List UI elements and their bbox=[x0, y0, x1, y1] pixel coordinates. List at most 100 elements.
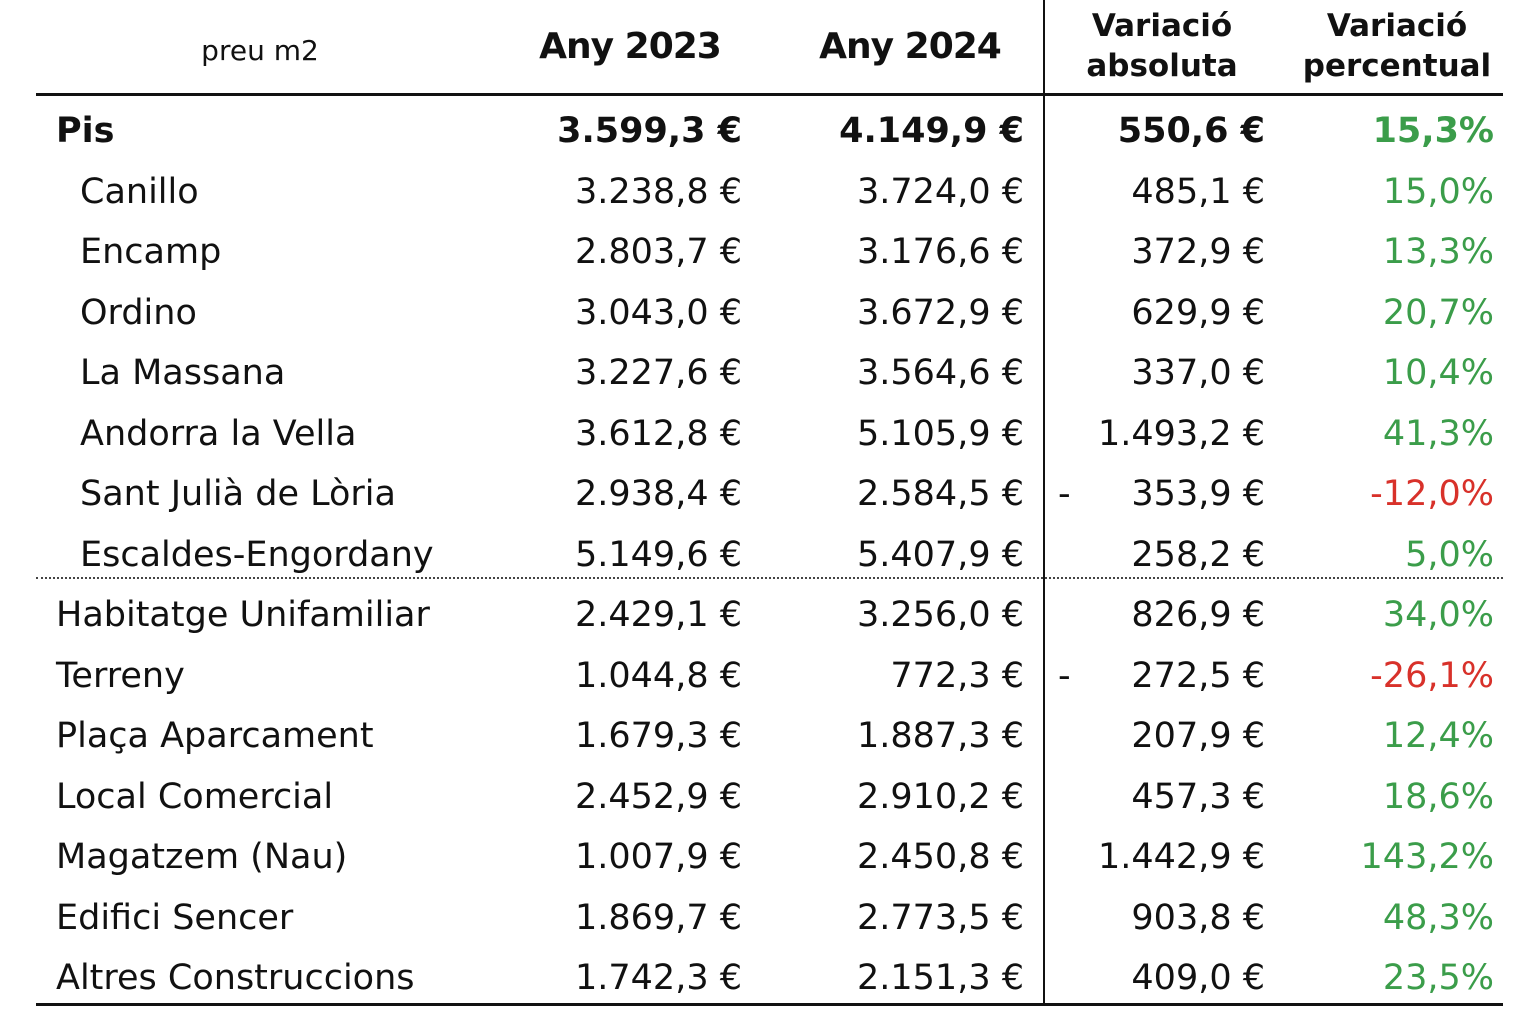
table-row: Local Comercial 2.452,9 € 2.910,2 € 457,3 €… bbox=[0, 767, 1536, 827]
percentage-variation: 5,0% bbox=[1405, 534, 1494, 575]
value-2023: 2.452,9 € bbox=[575, 776, 742, 817]
row-name: Ordino bbox=[80, 292, 197, 333]
absolute-variation: 1.493,2 € bbox=[1098, 413, 1265, 454]
table-row: Pis 3.599,3 € 4.149,9 € 550,6 € 15,3% bbox=[0, 101, 1536, 161]
negative-sign: - bbox=[1058, 474, 1071, 514]
negative-sign: - bbox=[1058, 655, 1071, 696]
row-name: La Massana bbox=[80, 353, 286, 393]
value-2023: 1.869,7 € bbox=[575, 897, 742, 938]
percentage-variation: 41,3% bbox=[1382, 413, 1494, 454]
header-abs-line1: Variació bbox=[1091, 8, 1233, 44]
value-2023: 2.938,4 € bbox=[575, 474, 742, 514]
row-name: Encamp bbox=[80, 232, 222, 272]
value-2024: 5.105,9 € bbox=[857, 413, 1024, 454]
value-2023: 3.612,8 € bbox=[575, 413, 742, 454]
value-2024: 2.151,3 € bbox=[857, 958, 1024, 998]
value-2024: 5.407,9 € bbox=[857, 534, 1024, 575]
table-row: Encamp 2.803,7 € 3.176,6 € 372,9 € 13,3% bbox=[0, 222, 1536, 282]
table-row: Plaça Aparcament 1.679,3 € 1.887,3 € 207,9 … bbox=[0, 706, 1536, 766]
percentage-variation: 34,0% bbox=[1382, 595, 1494, 635]
absolute-variation: 272,5 € bbox=[1131, 655, 1265, 696]
value-2023: 5.149,6 € bbox=[575, 534, 742, 575]
value-2023: 3.599,3 € bbox=[557, 111, 742, 151]
value-2024: 2.584,5 € bbox=[857, 474, 1024, 514]
value-2024: 3.564,6 € bbox=[857, 353, 1024, 393]
absolute-variation: 550,6 € bbox=[1117, 111, 1265, 151]
row-name: Plaça Aparcament bbox=[56, 716, 374, 756]
absolute-variation: 457,3 € bbox=[1131, 776, 1265, 817]
percentage-variation: 15,0% bbox=[1382, 171, 1494, 212]
header-absolute-variation: Variació absoluta bbox=[1062, 6, 1262, 86]
percentage-variation: -26,1% bbox=[1370, 655, 1494, 696]
percentage-variation: 143,2% bbox=[1360, 837, 1494, 877]
value-2024: 3.176,6 € bbox=[857, 232, 1024, 272]
value-2024: 3.672,9 € bbox=[857, 292, 1024, 333]
percentage-variation: -12,0% bbox=[1370, 474, 1494, 514]
row-name: Habitatge Unifamiliar bbox=[56, 595, 430, 635]
table-row: Habitatge Unifamiliar 2.429,1 € 3.256,0 € 8… bbox=[0, 585, 1536, 645]
row-name: Terreny bbox=[56, 655, 185, 696]
value-2023: 3.238,8 € bbox=[575, 171, 742, 212]
percentage-variation: 48,3% bbox=[1382, 897, 1494, 938]
row-name: Altres Construccions bbox=[56, 958, 415, 998]
value-2024: 2.450,8 € bbox=[857, 837, 1024, 877]
absolute-variation: 629,9 € bbox=[1131, 292, 1265, 333]
section-divider bbox=[36, 577, 1503, 579]
table-row: La Massana 3.227,6 € 3.564,6 € 337,0 € 10,4% bbox=[0, 343, 1536, 403]
percentage-variation: 18,6% bbox=[1382, 776, 1494, 817]
row-name: Edifici Sencer bbox=[56, 897, 294, 938]
value-2024: 2.910,2 € bbox=[857, 776, 1024, 817]
row-name: Local Comercial bbox=[56, 776, 334, 817]
table-row: Escaldes-Engordany 5.149,6 € 5.407,9 € 258,… bbox=[0, 525, 1536, 585]
value-2024: 4.149,9 € bbox=[839, 111, 1024, 151]
percentage-variation: 15,3% bbox=[1372, 111, 1494, 151]
value-2024: 772,3 € bbox=[890, 655, 1024, 696]
table-row: Edifici Sencer 1.869,7 € 2.773,5 € 903,8 € 4… bbox=[0, 888, 1536, 948]
value-2023: 1.044,8 € bbox=[575, 655, 742, 696]
value-2023: 3.043,0 € bbox=[575, 292, 742, 333]
row-name: Sant Julià de Lòria bbox=[80, 474, 396, 514]
table-row: Magatzem (Nau) 1.007,9 € 2.450,8 € 1.442,9 … bbox=[0, 827, 1536, 887]
value-2023: 1.742,3 € bbox=[575, 958, 742, 998]
value-2024: 1.887,3 € bbox=[857, 716, 1024, 756]
header-percentage-variation: Variació percentual bbox=[1292, 6, 1502, 86]
value-2023: 2.803,7 € bbox=[575, 232, 742, 272]
value-2023: 3.227,6 € bbox=[575, 353, 742, 393]
value-2023: 1.007,9 € bbox=[575, 837, 742, 877]
value-2023: 1.679,3 € bbox=[575, 716, 742, 756]
header-pct-line2: percentual bbox=[1302, 48, 1492, 84]
value-2023: 2.429,1 € bbox=[575, 595, 742, 635]
absolute-variation: 372,9 € bbox=[1131, 232, 1265, 272]
row-name: Canillo bbox=[80, 171, 199, 212]
value-2024: 3.724,0 € bbox=[857, 171, 1024, 212]
table-row: Terreny 1.044,8 € 772,3 € - 272,5 € -26,1% bbox=[0, 646, 1536, 706]
absolute-variation: 353,9 € bbox=[1131, 474, 1265, 514]
absolute-variation: 1.442,9 € bbox=[1098, 837, 1265, 877]
bottom-rule bbox=[36, 1003, 1503, 1006]
column-divider bbox=[1043, 0, 1045, 1006]
percentage-variation: 23,5% bbox=[1382, 958, 1494, 998]
row-name: Pis bbox=[56, 111, 115, 151]
table-row: Ordino 3.043,0 € 3.672,9 € 629,9 € 20,7% bbox=[0, 283, 1536, 343]
header-rule bbox=[36, 93, 1503, 96]
value-2024: 2.773,5 € bbox=[857, 897, 1024, 938]
absolute-variation: 485,1 € bbox=[1131, 171, 1265, 212]
header-year-2023: Any 2023 bbox=[539, 26, 722, 67]
table-row: Andorra la Vella 3.612,8 € 5.105,9 € 1.493,… bbox=[0, 404, 1536, 464]
row-name: Escaldes-Engordany bbox=[80, 534, 434, 575]
value-2024: 3.256,0 € bbox=[857, 595, 1024, 635]
table-row: Sant Julià de Lòria 2.938,4 € 2.584,5 € - 35… bbox=[0, 464, 1536, 524]
header-label: preu m2 bbox=[201, 34, 319, 67]
row-name: Andorra la Vella bbox=[80, 413, 357, 454]
header-abs-line2: absoluta bbox=[1086, 48, 1238, 84]
absolute-variation: 258,2 € bbox=[1131, 534, 1265, 575]
absolute-variation: 826,9 € bbox=[1131, 595, 1265, 635]
percentage-variation: 12,4% bbox=[1382, 716, 1494, 756]
absolute-variation: 903,8 € bbox=[1131, 897, 1265, 938]
row-name: Magatzem (Nau) bbox=[56, 837, 348, 877]
percentage-variation: 20,7% bbox=[1382, 292, 1494, 333]
table-row: Altres Construccions 1.742,3 € 2.151,3 € 40… bbox=[0, 948, 1536, 1008]
table-row: Canillo 3.238,8 € 3.724,0 € 485,1 € 15,0% bbox=[0, 162, 1536, 222]
percentage-variation: 10,4% bbox=[1382, 353, 1494, 393]
